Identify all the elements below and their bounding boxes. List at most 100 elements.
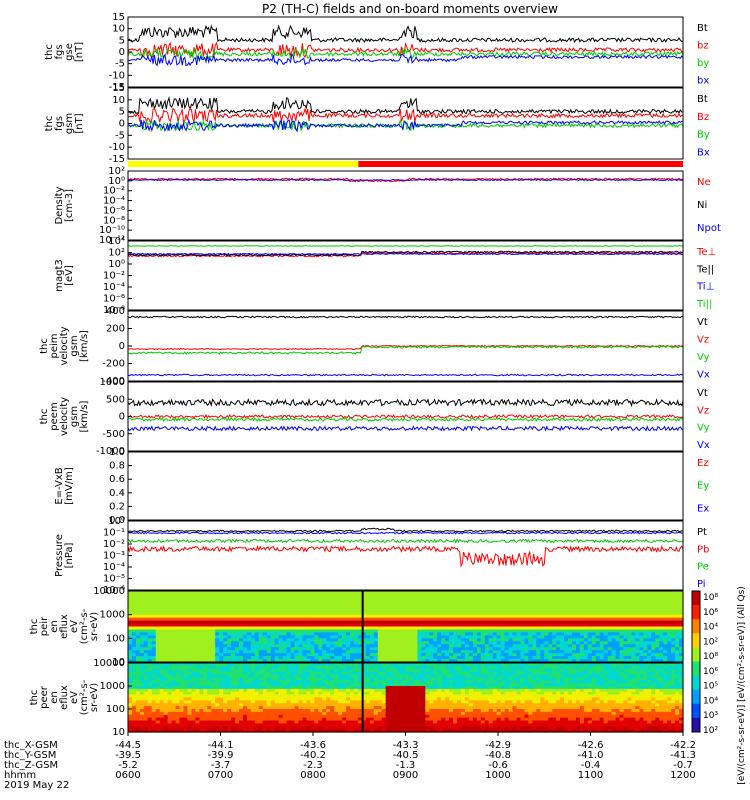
spectrogram-cell [262, 677, 268, 681]
spectrogram-cell [219, 647, 224, 651]
spectrogram-cell [675, 659, 680, 663]
spectrogram-cell [607, 635, 613, 639]
spectrogram-cell [476, 620, 482, 625]
spectrogram-cell [603, 617, 609, 622]
spectrogram-cell [441, 635, 446, 639]
spectrogram-cell [183, 694, 189, 699]
spectrogram-cell [461, 611, 466, 616]
spectrogram-cell [484, 602, 490, 607]
spectrogram-cell [389, 593, 395, 598]
spectrogram-cell [564, 653, 569, 657]
spectrogram-cell [262, 709, 268, 713]
spectrogram-cell [223, 629, 228, 634]
spectrogram-cell [254, 723, 260, 727]
spectrogram-cell [171, 691, 177, 696]
spectrogram-cell [195, 647, 200, 651]
spectrogram-cell [223, 674, 228, 678]
spectrogram-cell [504, 644, 510, 648]
spectrogram-cell [159, 656, 165, 660]
spectrogram-cell [472, 602, 478, 607]
spectrogram-cell [155, 623, 161, 628]
legend-entry: Te|| [696, 264, 714, 275]
spectrogram-cell [357, 593, 363, 598]
spectrogram-cell [334, 632, 339, 636]
spectrogram-cell [532, 617, 537, 622]
spectrogram-cell [572, 644, 577, 648]
spectrogram-cell [353, 665, 359, 670]
spectrogram-cell [128, 703, 133, 707]
spectrogram-cell [231, 593, 236, 598]
spectrogram-cell [377, 635, 383, 639]
spectrogram-cell [401, 647, 407, 651]
spectrogram-cell [314, 683, 319, 687]
spectrogram-cell [246, 726, 252, 730]
spectrogram-cell [659, 644, 664, 648]
spectrogram-cell [179, 683, 185, 687]
spectrogram-cell [211, 611, 216, 616]
spectrogram-cell [203, 697, 208, 701]
y-tick-label: 10² [108, 248, 125, 259]
spectrogram-cell [373, 617, 379, 622]
spectrogram-cell [211, 647, 216, 651]
spectrogram-cell [508, 620, 514, 625]
spectrogram-cell [623, 617, 629, 622]
spectrogram-cell [548, 632, 553, 636]
spectrogram-cell [425, 635, 430, 639]
spectrogram-cell [163, 680, 169, 684]
spectrogram-cell [286, 703, 292, 707]
spectrogram-cell [504, 641, 510, 645]
spectrogram-cell [330, 668, 335, 673]
spectrogram-cell [667, 614, 672, 619]
spectrogram-cell [441, 653, 446, 657]
spectrogram-cell [235, 691, 240, 696]
spectrogram-cell [175, 611, 181, 616]
spectrogram-cell [211, 641, 216, 645]
spectrogram-cell [227, 671, 232, 676]
spectrogram-cell [314, 656, 319, 660]
spectrogram-cell [516, 650, 522, 654]
spectrogram-cell [302, 663, 307, 667]
y-tick-label: 10⁰ [108, 176, 125, 187]
spectrogram-cell [175, 644, 181, 648]
spectrogram-cell [203, 683, 208, 687]
spectrogram-cell [342, 632, 347, 636]
spectrogram-cell [203, 623, 208, 628]
spectrogram-cell [270, 599, 276, 604]
spectrogram-cell [294, 641, 300, 645]
spectrogram-cell [187, 647, 193, 651]
spectrogram-cell [199, 697, 204, 701]
spectrogram-cell [254, 617, 260, 622]
spectrogram-cell [667, 626, 672, 631]
spectrogram-cell [548, 623, 553, 628]
spectrogram-cell [147, 596, 153, 601]
spectrogram-cell [187, 709, 193, 713]
spectrogram-cell [318, 653, 323, 657]
spectrogram-cell [195, 697, 200, 701]
spectrogram-cell [298, 703, 304, 707]
spectrogram-cell [250, 599, 256, 604]
spectrogram-cell [453, 635, 458, 639]
spectrogram-cell [266, 665, 272, 670]
spectrogram-cell [437, 602, 442, 607]
spectrogram-cell [433, 635, 438, 639]
spectrogram-cell [155, 617, 161, 622]
spectrogram-cell [139, 688, 145, 693]
spectrogram-cell [250, 720, 256, 724]
spectrogram-cell [377, 602, 383, 607]
spectrogram-cell [615, 653, 621, 657]
spectrogram-cell [258, 602, 264, 607]
spectrogram-cell [159, 714, 165, 719]
spectrogram-cell [599, 647, 605, 651]
spectrogram-cell [655, 599, 660, 604]
spectrogram-cell [183, 635, 189, 639]
spectrogram-cell [655, 623, 660, 628]
spectrogram-cell [171, 596, 177, 601]
spectrogram-cell [195, 653, 200, 657]
spectrogram-cell [560, 638, 565, 642]
spectrogram-cell [655, 611, 660, 616]
spectrogram-cell [346, 665, 351, 670]
spectrogram-cell [659, 635, 664, 639]
spectrogram-cell [326, 614, 331, 619]
spectrogram-cell [298, 663, 304, 667]
spectrogram-cell [449, 626, 454, 631]
